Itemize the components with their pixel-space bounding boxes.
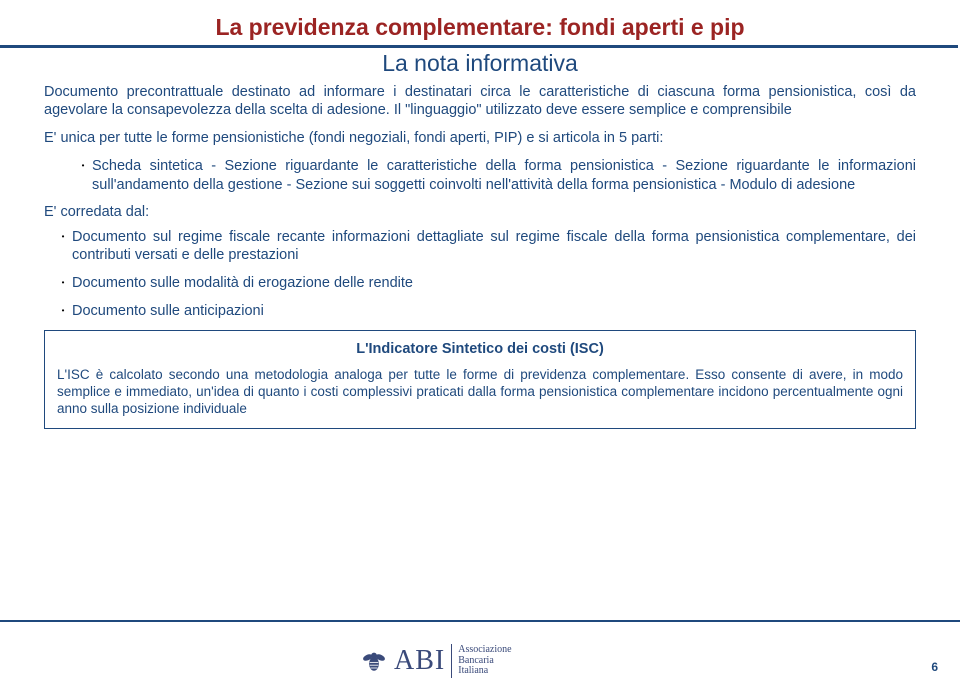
bullet-fiscale: • Documento sul regime fiscale recante i… xyxy=(54,228,916,264)
slide: La previdenza complementare: fondi apert… xyxy=(0,0,960,684)
isc-box-title: L'Indicatore Sintetico dei costi (ISC) xyxy=(57,341,903,357)
bee-icon xyxy=(360,647,388,675)
bullet-scheda: • Scheda sintetica - Sezione riguardante… xyxy=(74,157,916,193)
footer: ABI Associazione Bancaria Italiana 6 xyxy=(0,618,960,684)
bullet-scheda-text: Scheda sintetica - Sezione riguardante l… xyxy=(92,157,916,193)
bullet-rendite: • Documento sulle modalità di erogazione… xyxy=(54,274,916,292)
bullet-dot-icon: • xyxy=(54,302,72,320)
bullet-fiscale-text: Documento sul regime fiscale recante inf… xyxy=(72,228,916,264)
corredata-label: E' corredata dal: xyxy=(44,204,916,220)
isc-box: L'Indicatore Sintetico dei costi (ISC) L… xyxy=(44,330,916,429)
footer-rule xyxy=(0,620,960,622)
logo-divider xyxy=(451,644,452,678)
title-rule xyxy=(0,45,958,48)
abi-logo-text: Associazione Bancaria Italiana xyxy=(458,645,511,677)
slide-title: La previdenza complementare: fondi apert… xyxy=(44,14,916,41)
logo-line-3: Italiana xyxy=(458,666,511,677)
abi-logo: ABI Associazione Bancaria Italiana xyxy=(360,644,512,678)
bullet-dot-icon: • xyxy=(54,228,72,264)
bullet-anticipazioni-text: Documento sulle anticipazioni xyxy=(72,302,916,320)
abi-wordmark: ABI xyxy=(394,645,445,677)
intro-paragraph: Documento precontrattuale destinato ad i… xyxy=(44,83,916,119)
bullet-anticipazioni: • Documento sulle anticipazioni xyxy=(54,302,916,320)
bullet-dot-icon: • xyxy=(54,274,72,292)
slide-subtitle: La nota informativa xyxy=(44,50,916,77)
bullet-dot-icon: • xyxy=(74,157,92,193)
isc-box-body: L'ISC è calcolato secondo una metodologi… xyxy=(57,367,903,418)
body-paragraph-1: E' unica per tutte le forme pensionistic… xyxy=(44,129,916,147)
page-number: 6 xyxy=(931,660,938,674)
bullet-rendite-text: Documento sulle modalità di erogazione d… xyxy=(72,274,916,292)
